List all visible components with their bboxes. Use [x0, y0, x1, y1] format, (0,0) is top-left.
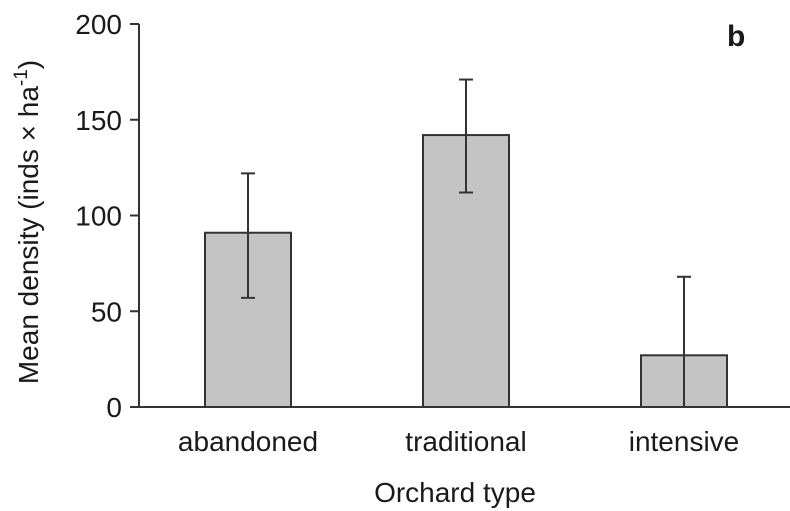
panel-label: b: [727, 20, 745, 53]
y-tick-label: 200: [75, 9, 122, 40]
y-axis-title: Mean density (inds × ha-1): [11, 60, 44, 384]
x-tick-label-abandoned: abandoned: [178, 426, 318, 457]
x-tick-label-intensive: intensive: [629, 426, 740, 457]
y-tick-label: 0: [106, 392, 122, 423]
y-axis-title-main: Mean density (inds × ha: [13, 86, 44, 384]
x-axis-title: Orchard type: [374, 477, 536, 508]
y-tick-label: 100: [75, 201, 122, 232]
y-tick-label: 150: [75, 105, 122, 136]
y-axis-title-superscript: -1: [11, 69, 32, 86]
y-axis-title-suffix: ): [13, 60, 44, 69]
x-tick-labels: abandoned traditional intensive: [178, 426, 739, 457]
y-tick-label: 50: [91, 296, 122, 327]
x-tick-label-traditional: traditional: [405, 426, 526, 457]
y-ticks: 0 50 100 150 200: [75, 9, 139, 423]
